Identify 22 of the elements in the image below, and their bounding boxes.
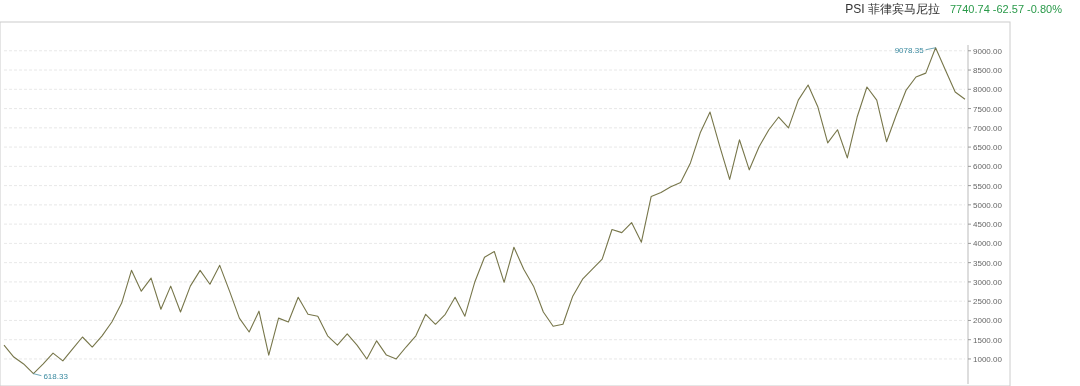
annotation: 9078.35	[894, 45, 925, 55]
y-tick-label: 6500.00	[973, 143, 1003, 153]
y-tick-label: 1500.00	[973, 335, 1003, 345]
y-tick-label: 6000.00	[973, 162, 1003, 172]
y-tick-label: 3000.00	[973, 277, 1003, 287]
y-tick-label: 7000.00	[973, 123, 1003, 133]
annotation: 618.33	[43, 371, 69, 381]
chart-title: PSI 菲律宾马尼拉	[845, 2, 940, 16]
line-series	[3, 47, 966, 375]
y-tick-label: 8500.00	[973, 66, 1003, 76]
y-tick-label: 8000.00	[973, 85, 1003, 95]
y-tick-label: 1000.00	[973, 354, 1003, 364]
y-tick-label: 2000.00	[973, 316, 1003, 326]
y-tick-label: 9000.00	[973, 46, 1003, 56]
y-tick-label: 3500.00	[973, 258, 1003, 268]
y-tick-label: 5000.00	[973, 200, 1003, 210]
y-tick-label: 4500.00	[973, 220, 1003, 230]
y-tick-label: 5500.00	[973, 181, 1003, 191]
y-tick-label: 7500.00	[973, 104, 1003, 114]
text: 7740.74 -62.57 -0.80%	[950, 3, 1063, 15]
y-tick-label: 4000.00	[973, 239, 1003, 249]
y-tick-label: 2500.00	[973, 297, 1003, 307]
